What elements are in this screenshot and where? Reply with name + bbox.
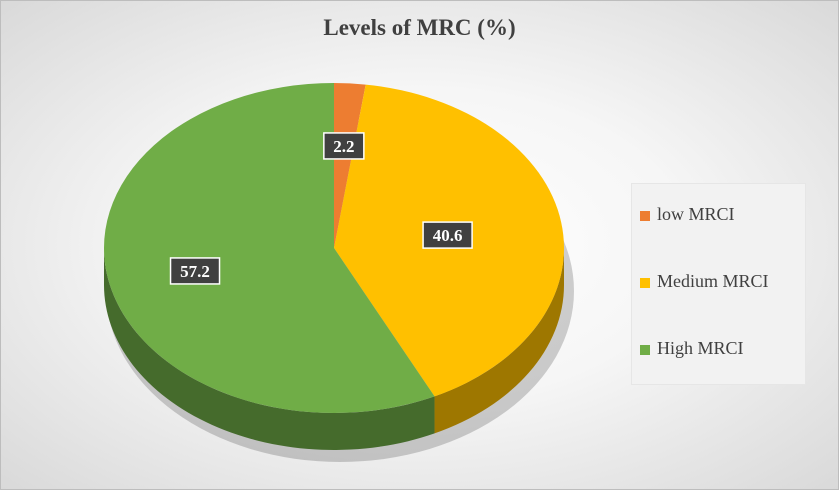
legend-label: High MRCI bbox=[657, 338, 744, 358]
data-label-text: 57.2 bbox=[180, 262, 210, 281]
data-label-text: 40.6 bbox=[433, 226, 463, 245]
data-label-low-mrci: 2.2 bbox=[323, 132, 365, 160]
legend-label: low MRCI bbox=[657, 204, 735, 224]
pie-side-high-mrci bbox=[104, 248, 435, 450]
data-label-medium-mrci: 40.6 bbox=[422, 221, 473, 249]
legend-swatch bbox=[640, 345, 650, 355]
pie-slice-low-mrci bbox=[334, 83, 366, 248]
data-label-text: 2.2 bbox=[333, 137, 354, 156]
pie-slice-high-mrci bbox=[103, 83, 435, 414]
data-label-high-mrci: 57.2 bbox=[169, 257, 221, 285]
chart-title: Levels of MRC (%) bbox=[323, 15, 516, 40]
legend-swatch bbox=[640, 278, 650, 288]
legend-label: Medium MRCI bbox=[657, 271, 769, 291]
pie-side-medium-mrci bbox=[434, 248, 564, 434]
legend-item-medium-mrci: Medium MRCI bbox=[632, 271, 805, 338]
legend-item-low-mrci: low MRCI bbox=[632, 204, 805, 271]
legend: low MRCI Medium MRCI High MRCI bbox=[631, 183, 806, 385]
legend-swatch bbox=[640, 211, 650, 221]
legend-item-high-mrci: High MRCI bbox=[632, 338, 805, 405]
